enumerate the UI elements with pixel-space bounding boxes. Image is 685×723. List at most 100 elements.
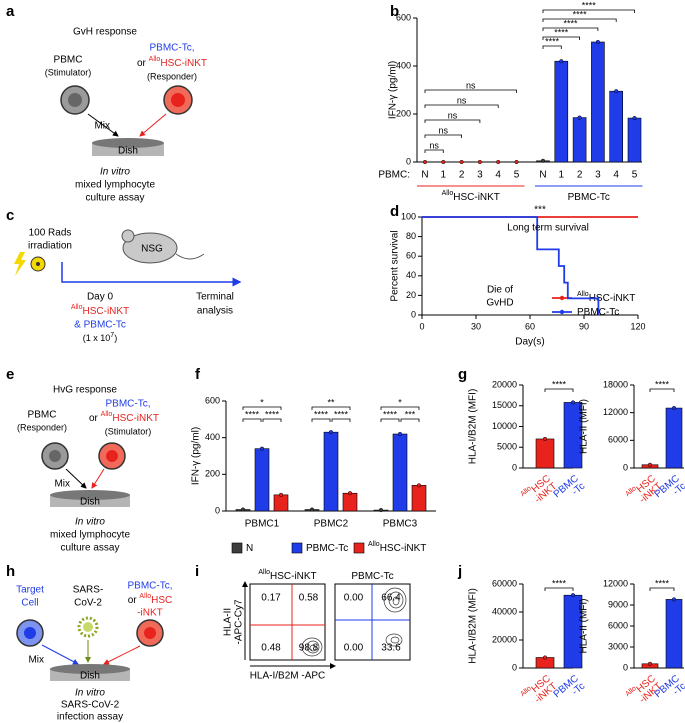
data-point [540, 158, 546, 163]
x-tick-label: 60 [525, 321, 535, 331]
survival-line [422, 216, 600, 315]
quadrant-value: 66.4 [381, 593, 401, 604]
arrow [65, 468, 87, 489]
title: HvG response [53, 385, 117, 396]
x-tick-label: 0 [419, 321, 424, 331]
x-tick-label: 4 [495, 170, 501, 181]
title: GvH response [73, 27, 137, 38]
label: AlloHSC-iNKT [71, 304, 129, 317]
label-text: HSC-iNKT [589, 293, 636, 304]
y-tick-label: 0 [512, 462, 517, 472]
significance-label: **** [554, 27, 569, 37]
x-tick-label: PBMC3 [383, 519, 418, 530]
label: HSC-iNKT [160, 58, 207, 69]
label: In vitro [75, 517, 105, 528]
significance-bracket [424, 119, 481, 123]
label-text: PBMC-Tc [568, 192, 610, 203]
data-point [496, 159, 501, 165]
y-tick-label: 0 [512, 662, 517, 672]
label: HSC-iNKT [83, 306, 130, 317]
y-tick-label: 0 [215, 505, 220, 515]
data-point [422, 159, 428, 165]
y-axis-label: HLA-I/B2M (MFI) [468, 588, 479, 664]
bar [273, 494, 289, 512]
y-tick-label: 0 [406, 156, 411, 166]
significance-bracket [649, 587, 675, 591]
significance-label: * [398, 397, 402, 407]
significance-label: **** [545, 36, 560, 46]
y-tick-label: 60000 [492, 578, 517, 588]
label: Terminal [196, 292, 234, 303]
y-tick-label: 600 [205, 395, 220, 405]
quadrant-value: 33.6 [381, 643, 401, 654]
bar [591, 41, 605, 163]
panel-label: g [458, 366, 467, 383]
panel-label: a [6, 3, 15, 20]
cell-nucleus [68, 93, 82, 107]
label: Mix [54, 479, 70, 490]
label-text: HSC-iNKT [270, 571, 317, 582]
y-tick-label: 20000 [492, 379, 517, 389]
group-label: PBMC-Tc [568, 192, 610, 203]
legend-label: N [246, 543, 253, 554]
quadrant-value: 0.58 [299, 593, 319, 604]
significance-label: **** [552, 578, 567, 588]
y-tick-label: 600 [396, 12, 411, 22]
data-point [570, 400, 576, 405]
data-point [514, 159, 519, 165]
data-point [632, 116, 637, 121]
significance-bracket [311, 418, 331, 422]
x-tick-label: 3 [595, 170, 601, 181]
significance-label: ns [448, 110, 458, 120]
data-point [614, 89, 619, 94]
y-tick-label: 400 [205, 432, 220, 442]
superscript: Allo [258, 569, 270, 576]
x-tick-label: 3 [477, 170, 483, 181]
cell-nucleus [171, 93, 185, 107]
plot-title: PBMC-Tc [351, 571, 393, 582]
x-tick-label: 90 [579, 321, 589, 331]
x-axis-label: HLA-I/B2M -APC [250, 671, 326, 682]
diagram-a: GvH response PBMC (Stimulator) PBMC-Tc, … [45, 27, 207, 204]
arrow [139, 113, 167, 137]
label: (1 x 10 [83, 333, 111, 343]
arrow [87, 113, 119, 137]
significance-label: **** [552, 379, 567, 389]
panel-label: i [195, 563, 199, 580]
y-tick-label: 40000 [492, 606, 517, 616]
mouse [122, 232, 178, 264]
plot-title: AlloHSC-iNKT [258, 569, 316, 582]
x-tick-label: PBMC-Tc [652, 673, 685, 708]
diagram-e: HvG response PBMC (Responder) PBMC-Tc, o… [17, 385, 159, 554]
y-tick-label: 80 [406, 231, 416, 241]
label: analysis [197, 306, 233, 317]
quadrant-value: 0.48 [261, 643, 281, 654]
y-axis-label: Percent survival [390, 230, 401, 301]
data-point [259, 446, 265, 451]
significance-bracket [400, 418, 420, 422]
label: (Responder) [147, 71, 197, 81]
arrow [91, 468, 105, 489]
bar [535, 438, 555, 469]
data-point [542, 436, 548, 442]
y-tick-label: 20 [406, 290, 416, 300]
panel-label: j [457, 563, 462, 580]
significance-bracket [311, 406, 351, 410]
x-tick-label: PBMC-Tc [551, 473, 587, 508]
x-tick-label: 1 [441, 170, 447, 181]
label: Dish [80, 497, 100, 508]
timeline [61, 262, 242, 287]
x-tick-label: 4 [613, 170, 619, 181]
label: In vitro [100, 167, 130, 178]
data-point [378, 508, 384, 513]
virus [83, 622, 93, 632]
data-point [278, 492, 284, 497]
label-text: PBMC-Tc [351, 571, 393, 582]
label: In vitro [75, 688, 105, 699]
panel-label: f [195, 366, 201, 383]
legend-swatch [291, 542, 303, 554]
data-point [671, 406, 677, 411]
label: 100 Rads [29, 228, 72, 239]
significance-bracket [424, 149, 444, 153]
